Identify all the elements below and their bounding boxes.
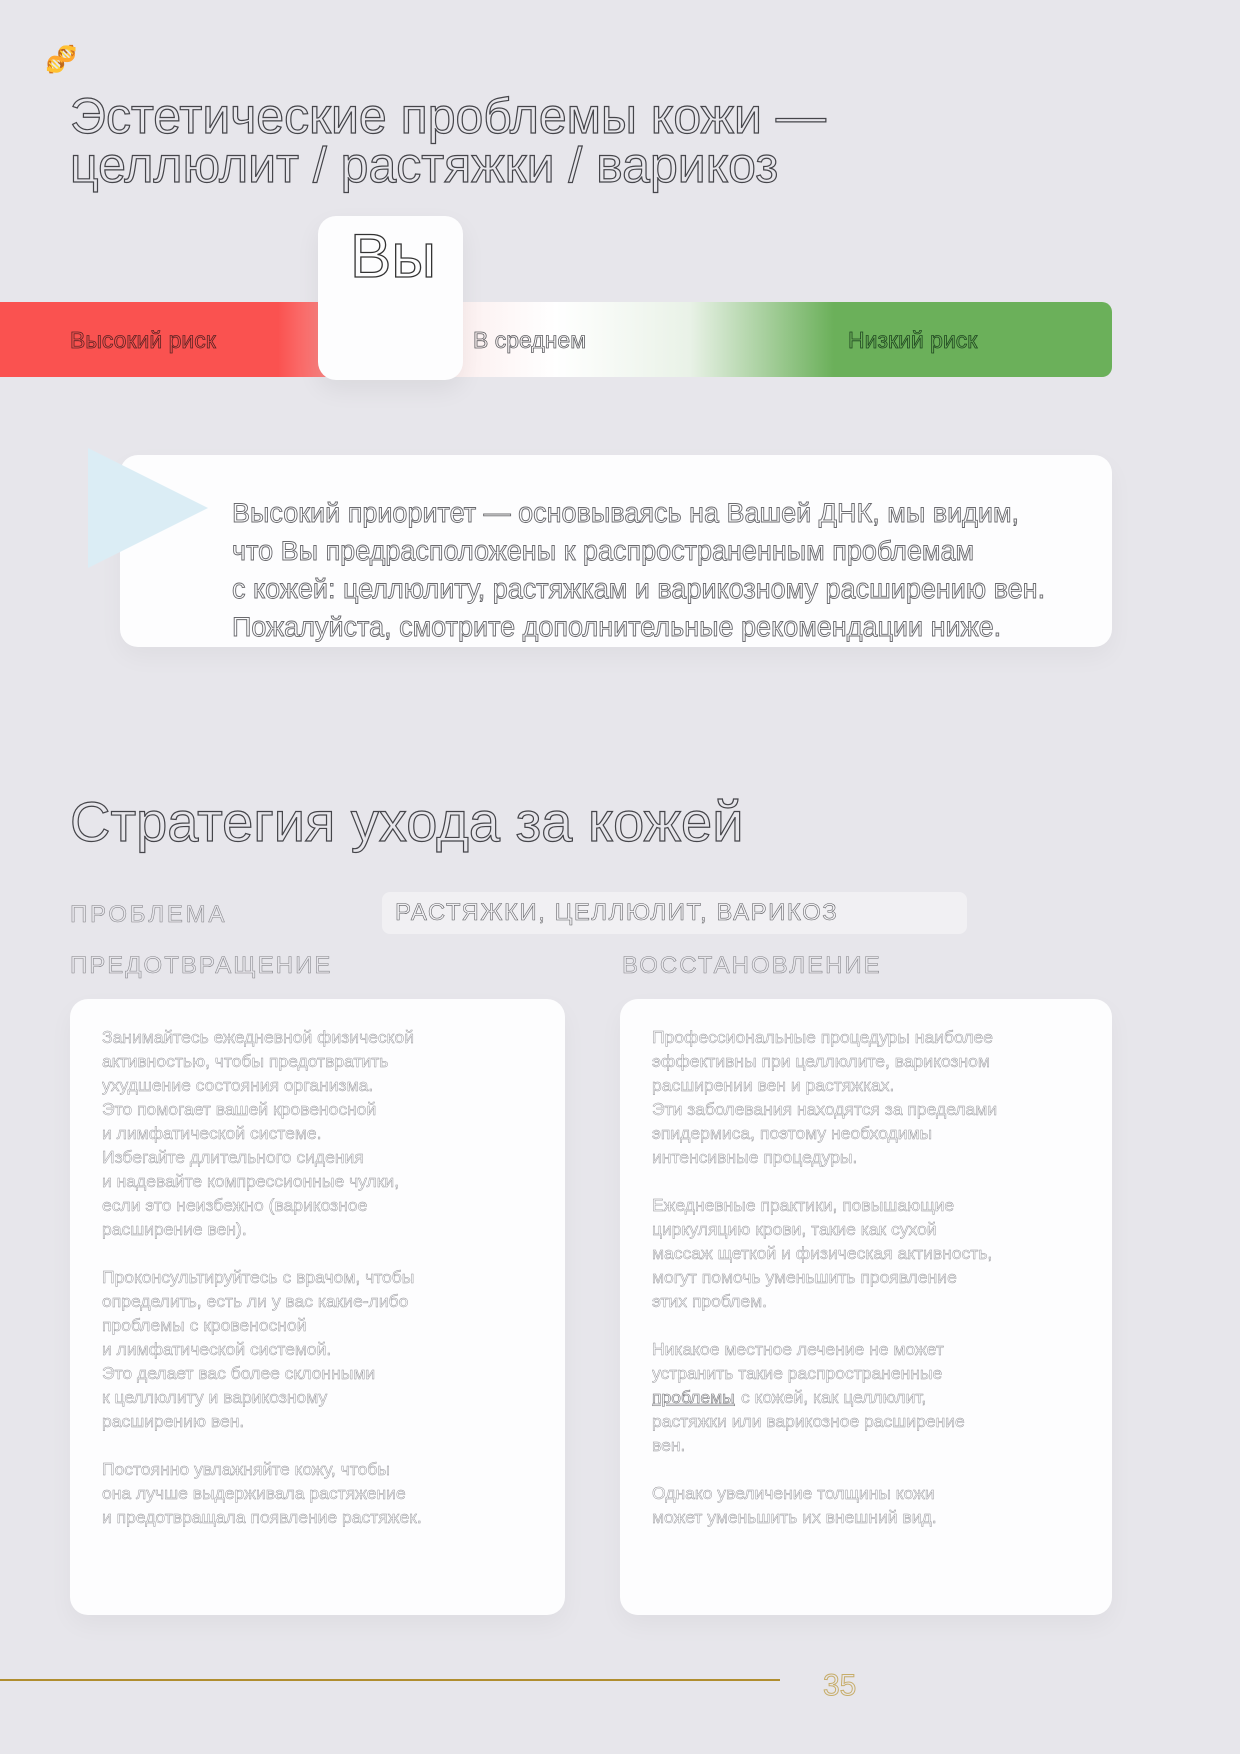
svg-text:Никакое местное лечение не мож: Никакое местное лечение не может [652, 1339, 944, 1359]
svg-text:циркуляцию крови, такие как су: циркуляцию крови, такие как сухой [652, 1219, 937, 1239]
svg-text:Однако увеличение толщины кожи: Однако увеличение толщины кожи [652, 1483, 935, 1503]
svg-text:может уменьшить их внешний вид: может уменьшить их внешний вид. [652, 1507, 937, 1527]
svg-text:растяжки или варикозное расшир: растяжки или варикозное расширение [652, 1411, 965, 1431]
svg-text:проблемы: проблемы [652, 1387, 735, 1407]
svg-text:с кожей: целлюлиту, растяжкам: с кожей: целлюлиту, растяжкам и варикозн… [232, 574, 1045, 604]
svg-text:что Вы предрасположены к распр: что Вы предрасположены к распространенны… [232, 536, 974, 566]
svg-text:Эти заболевания находятся за п: Эти заболевания находятся за пределами [652, 1099, 997, 1119]
svg-text:расширении вен и растяжках.: расширении вен и растяжках. [652, 1075, 894, 1095]
svg-text:интенсивные процедуры.: интенсивные процедуры. [652, 1147, 857, 1167]
svg-text:Ежедневные практики, повышающи: Ежедневные практики, повышающие [652, 1195, 954, 1215]
svg-text:ПРОБЛЕМА: ПРОБЛЕМА [70, 901, 227, 928]
svg-text:и предотвращала появление раст: и предотвращала появление растяжек. [102, 1507, 422, 1527]
svg-text:Пожалуйста, смотрите дополните: Пожалуйста, смотрите дополнительные реко… [232, 612, 1001, 642]
svg-text:этих проблем.: этих проблем. [652, 1291, 767, 1311]
svg-text:Эстетические проблемы кожи —: Эстетические проблемы кожи — [70, 88, 826, 144]
svg-text:вен.: вен. [652, 1435, 685, 1455]
svg-text:устранить такие распространенн: устранить такие распространенные [652, 1363, 942, 1383]
svg-text:эпидермиса, поэтому необходимы: эпидермиса, поэтому необходимы [652, 1123, 932, 1143]
svg-text:Это делает вас более склонными: Это делает вас более склонными [102, 1363, 375, 1383]
svg-text:и надевайте компрессионные чул: и надевайте компрессионные чулки, [102, 1171, 399, 1191]
svg-text:проблемы с кровеносной: проблемы с кровеносной [102, 1315, 306, 1335]
svg-text:если это неизбежно (варикозное: если это неизбежно (варикозное [102, 1195, 368, 1215]
svg-text:могут помочь уменьшить проявле: могут помочь уменьшить проявление [652, 1267, 957, 1287]
svg-text:ПРЕДОТВРАЩЕНИЕ: ПРЕДОТВРАЩЕНИЕ [70, 952, 332, 979]
svg-text:В среднем: В среднем [473, 327, 586, 353]
svg-text:и лимфатической системой.: и лимфатической системой. [102, 1339, 331, 1359]
svg-text:расширению вен.: расширению вен. [102, 1411, 244, 1431]
svg-text:ВОССТАНОВЛЕНИЕ: ВОССТАНОВЛЕНИЕ [622, 952, 882, 979]
svg-text:Низкий риск: Низкий риск [848, 327, 978, 353]
svg-text:эффективны при целлюлите, вари: эффективны при целлюлите, варикозном [652, 1051, 990, 1071]
svg-text:с кожей, как целлюлит,: с кожей, как целлюлит, [741, 1387, 926, 1407]
svg-text:Постоянно увлажняйте кожу, что: Постоянно увлажняйте кожу, чтобы [102, 1459, 390, 1479]
svg-text:Занимайтесь ежедневной физичес: Занимайтесь ежедневной физической [102, 1027, 414, 1047]
svg-text:35: 35 [823, 1669, 856, 1702]
svg-text:Высокий риск: Высокий риск [70, 327, 217, 353]
svg-text:определить, есть ли у вас каки: определить, есть ли у вас какие-либо [102, 1291, 409, 1311]
svg-text:Высокий приоритет — основываяс: Высокий приоритет — основываясь на Вашей… [232, 498, 1019, 528]
svg-text:Стратегия ухода за кожей: Стратегия ухода за кожей [70, 790, 743, 853]
svg-text:целлюлит / растяжки / варикоз: целлюлит / растяжки / варикоз [70, 137, 778, 193]
svg-text:РАСТЯЖКИ, ЦЕЛЛЮЛИТ, ВАРИКОЗ: РАСТЯЖКИ, ЦЕЛЛЮЛИТ, ВАРИКОЗ [395, 899, 838, 926]
svg-text:к целлюлиту и варикозному: к целлюлиту и варикозному [102, 1387, 327, 1407]
svg-text:ухудшение состояния организма.: ухудшение состояния организма. [102, 1075, 373, 1095]
svg-text:Проконсультируйтесь с врачом,: Проконсультируйтесь с врачом, чтобы [102, 1267, 414, 1287]
svg-text:активностью, чтобы предотврати: активностью, чтобы предотвратить [102, 1051, 388, 1071]
svg-text:массаж щеткой и физическая акт: массаж щеткой и физическая активность, [652, 1243, 992, 1263]
svg-text:она лучше выдерживала растяжен: она лучше выдерживала растяжение [102, 1483, 406, 1503]
svg-text:Это помогает вашей кровеносной: Это помогает вашей кровеносной [102, 1099, 376, 1119]
svg-text:Профессиональные процедуры наи: Профессиональные процедуры наиболее [652, 1027, 993, 1047]
svg-text:Вы: Вы [350, 222, 436, 291]
svg-text:расширение вен).: расширение вен). [102, 1219, 247, 1239]
svg-text:и лимфатической системе.: и лимфатической системе. [102, 1123, 321, 1143]
svg-text:Избегайте длительного сидения: Избегайте длительного сидения [102, 1147, 364, 1167]
